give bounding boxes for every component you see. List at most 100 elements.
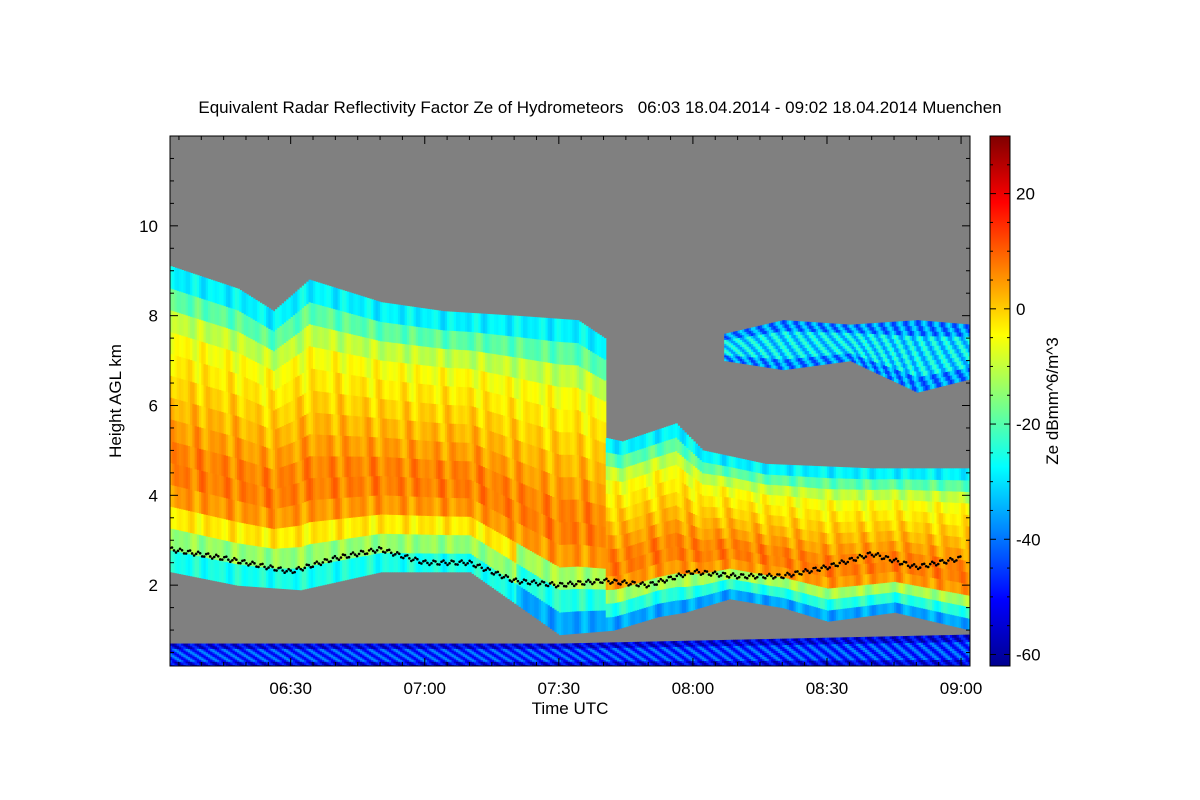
reflectivity-cell <box>637 462 640 477</box>
reflectivity-cell <box>315 542 319 566</box>
reflectivity-cell <box>815 509 819 521</box>
reflectivity-cell <box>690 561 694 575</box>
reflectivity-cell <box>902 478 906 490</box>
reflectivity-cell <box>395 380 399 401</box>
reflectivity-cell <box>514 336 517 358</box>
reflectivity-cell <box>777 484 781 496</box>
reflectivity-cell <box>804 582 808 594</box>
reflectivity-cell <box>704 461 707 474</box>
reflectivity-cell <box>574 543 578 567</box>
reflectivity-cell <box>610 548 614 563</box>
reflectivity-cell <box>619 481 622 495</box>
reflectivity-cell <box>929 566 933 578</box>
reflectivity-cell <box>431 365 435 386</box>
reflectivity-cell <box>467 386 471 406</box>
reflectivity-cell <box>911 605 915 617</box>
reflectivity-cell <box>228 562 231 584</box>
reflectivity-cell <box>838 521 841 533</box>
reflectivity-cell <box>368 338 372 359</box>
reflectivity-cell <box>471 517 475 537</box>
reflectivity-cell <box>583 346 587 370</box>
reflectivity-cell <box>232 520 236 543</box>
reflectivity-cell <box>858 563 862 575</box>
reflectivity-cell <box>277 487 281 509</box>
reflectivity-cell <box>406 362 410 383</box>
reflectivity-cell <box>326 306 330 329</box>
reflectivity-cell <box>518 461 522 483</box>
reflectivity-cell <box>355 435 359 457</box>
reflectivity-cell <box>773 464 777 475</box>
reflectivity-cell <box>900 582 904 594</box>
reflectivity-cell <box>234 330 238 353</box>
reflectivity-cell <box>574 454 578 478</box>
reflectivity-cell <box>234 521 238 543</box>
reflectivity-cell <box>228 306 231 329</box>
reflectivity-cell <box>672 424 676 439</box>
reflectivity-cell <box>621 587 625 602</box>
reflectivity-cell <box>458 497 462 517</box>
reflectivity-cell <box>420 402 424 422</box>
reflectivity-cell <box>793 517 797 529</box>
reflectivity-cell <box>337 414 341 436</box>
reflectivity-cell <box>397 361 401 382</box>
reflectivity-cell <box>460 349 464 369</box>
reflectivity-cell <box>543 492 547 515</box>
reflectivity-cell <box>831 521 835 534</box>
reflectivity-cell <box>654 523 658 538</box>
reflectivity-cell <box>328 370 332 393</box>
reflectivity-cell <box>279 527 283 549</box>
reflectivity-cell <box>873 520 877 532</box>
reflectivity-cell <box>784 505 788 517</box>
reflectivity-cell <box>719 538 723 550</box>
reflectivity-cell <box>500 514 504 535</box>
reflectivity-cell <box>183 400 187 424</box>
reflectivity-cell <box>699 573 703 586</box>
reflectivity-cell <box>395 304 399 325</box>
reflectivity-cell <box>366 357 370 378</box>
reflectivity-cell <box>690 451 694 465</box>
reflectivity-cell <box>288 443 292 465</box>
reflectivity-cell <box>909 605 913 617</box>
reflectivity-cell <box>826 576 830 589</box>
reflectivity-cell <box>844 542 848 555</box>
reflectivity-cell <box>871 562 875 574</box>
reflectivity-cell <box>880 530 884 542</box>
reflectivity-cell <box>386 475 390 496</box>
reflectivity-cell <box>228 434 231 457</box>
reflectivity-cell <box>737 498 741 510</box>
reflectivity-cell <box>920 607 924 620</box>
reflectivity-cell <box>489 352 493 373</box>
reflectivity-cell <box>545 339 549 363</box>
reflectivity-cell <box>500 394 504 416</box>
reflectivity-cell <box>277 307 281 328</box>
reflectivity-cell <box>467 349 471 369</box>
reflectivity-cell <box>686 548 690 562</box>
reflectivity-cell <box>223 305 227 328</box>
reflectivity-cell <box>826 532 830 545</box>
reflectivity-cell <box>777 545 781 557</box>
reflectivity-cell <box>228 455 231 478</box>
reflectivity-cell <box>576 431 580 455</box>
reflectivity-cell <box>216 324 220 347</box>
reflectivity-cell <box>243 334 247 357</box>
reflectivity-cell <box>746 540 750 552</box>
reflectivity-cell <box>728 486 732 498</box>
reflectivity-cell <box>355 314 359 336</box>
reflectivity-cell <box>862 520 866 533</box>
reflectivity-cell <box>851 499 855 512</box>
reflectivity-cell <box>936 611 940 623</box>
reflectivity-cell <box>811 465 815 478</box>
reflectivity-cell <box>328 328 332 351</box>
reflectivity-cell <box>185 271 189 294</box>
reflectivity-cell <box>509 579 513 601</box>
reflectivity-cell <box>299 438 303 461</box>
reflectivity-cell <box>784 495 788 507</box>
reflectivity-cell <box>800 507 803 519</box>
reflectivity-cell <box>243 481 247 503</box>
reflectivity-cell <box>654 550 658 565</box>
reflectivity-cell <box>509 478 513 499</box>
reflectivity-cell <box>909 552 913 564</box>
reflectivity-cell <box>824 554 828 567</box>
reflectivity-cell <box>507 537 511 559</box>
reflectivity-cell <box>266 387 269 408</box>
